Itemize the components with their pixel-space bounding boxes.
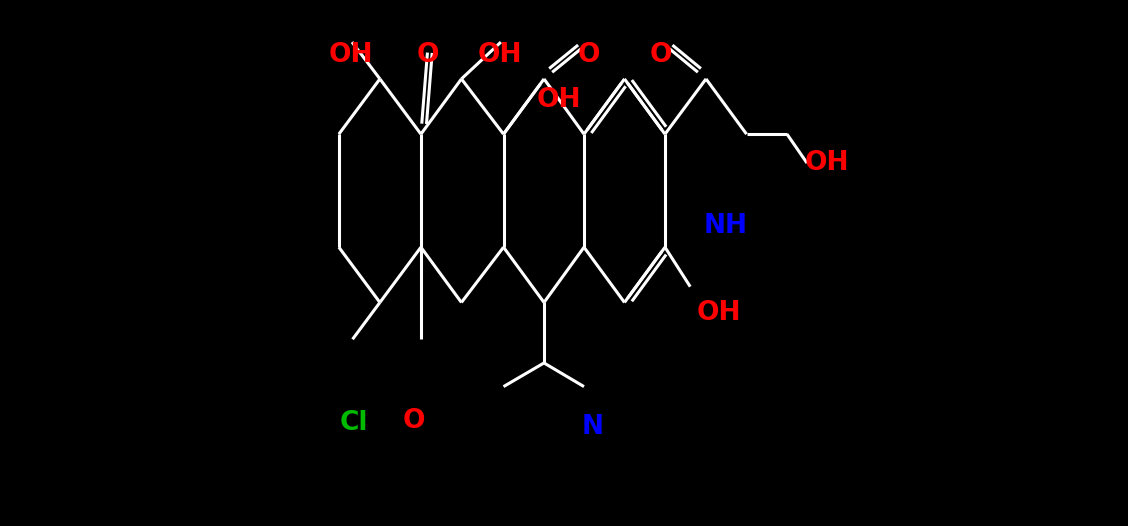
Text: NH: NH bbox=[704, 213, 748, 239]
Text: N: N bbox=[581, 414, 603, 440]
Text: OH: OH bbox=[697, 300, 741, 326]
Text: O: O bbox=[578, 42, 600, 68]
Text: O: O bbox=[403, 408, 425, 434]
Text: Cl: Cl bbox=[340, 410, 369, 437]
Text: OH: OH bbox=[477, 42, 522, 68]
Text: OH: OH bbox=[328, 42, 373, 68]
Text: O: O bbox=[417, 42, 440, 68]
Text: O: O bbox=[650, 42, 672, 68]
Text: OH: OH bbox=[805, 150, 849, 176]
Text: OH: OH bbox=[537, 87, 581, 113]
